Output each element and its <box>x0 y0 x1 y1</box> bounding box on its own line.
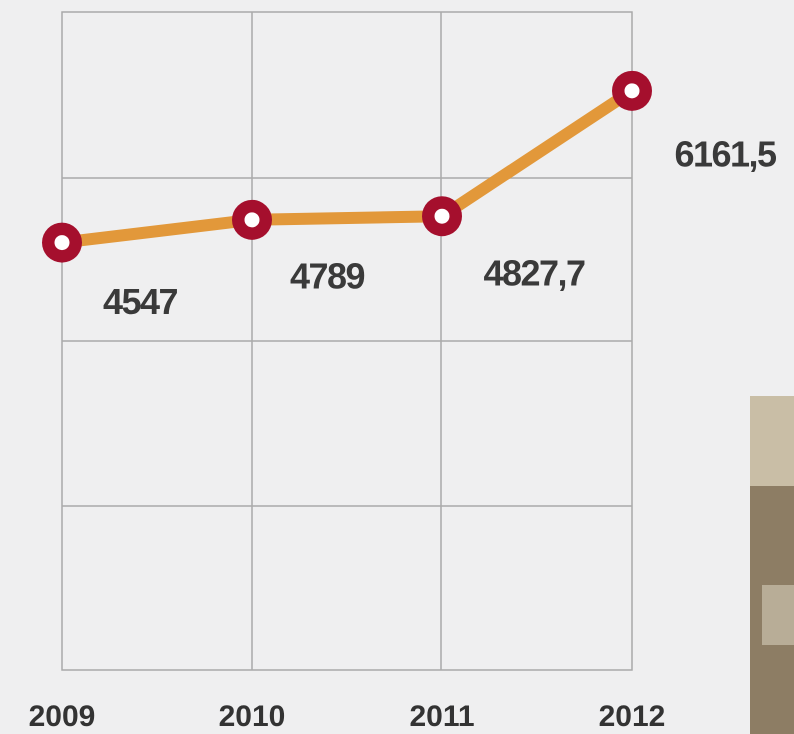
data-label: 4827,7 <box>483 253 585 294</box>
photo-detail <box>762 585 794 645</box>
grid <box>61 11 633 671</box>
data-label: 6161,5 <box>674 133 777 174</box>
marker-center <box>244 212 260 228</box>
data-label: 4789 <box>290 255 365 296</box>
marker-center <box>434 208 450 224</box>
x-tick-label: 2010 <box>219 700 286 733</box>
photo-fragment <box>750 396 794 734</box>
x-tick-label: 2011 <box>409 700 474 733</box>
photo-highlight <box>750 396 794 486</box>
marker-center <box>54 235 70 251</box>
x-tick-label: 2012 <box>599 700 666 733</box>
marker-center <box>624 83 640 99</box>
line <box>61 85 636 249</box>
data-label: 4547 <box>103 281 178 322</box>
x-tick-label: 2009 <box>29 700 96 733</box>
